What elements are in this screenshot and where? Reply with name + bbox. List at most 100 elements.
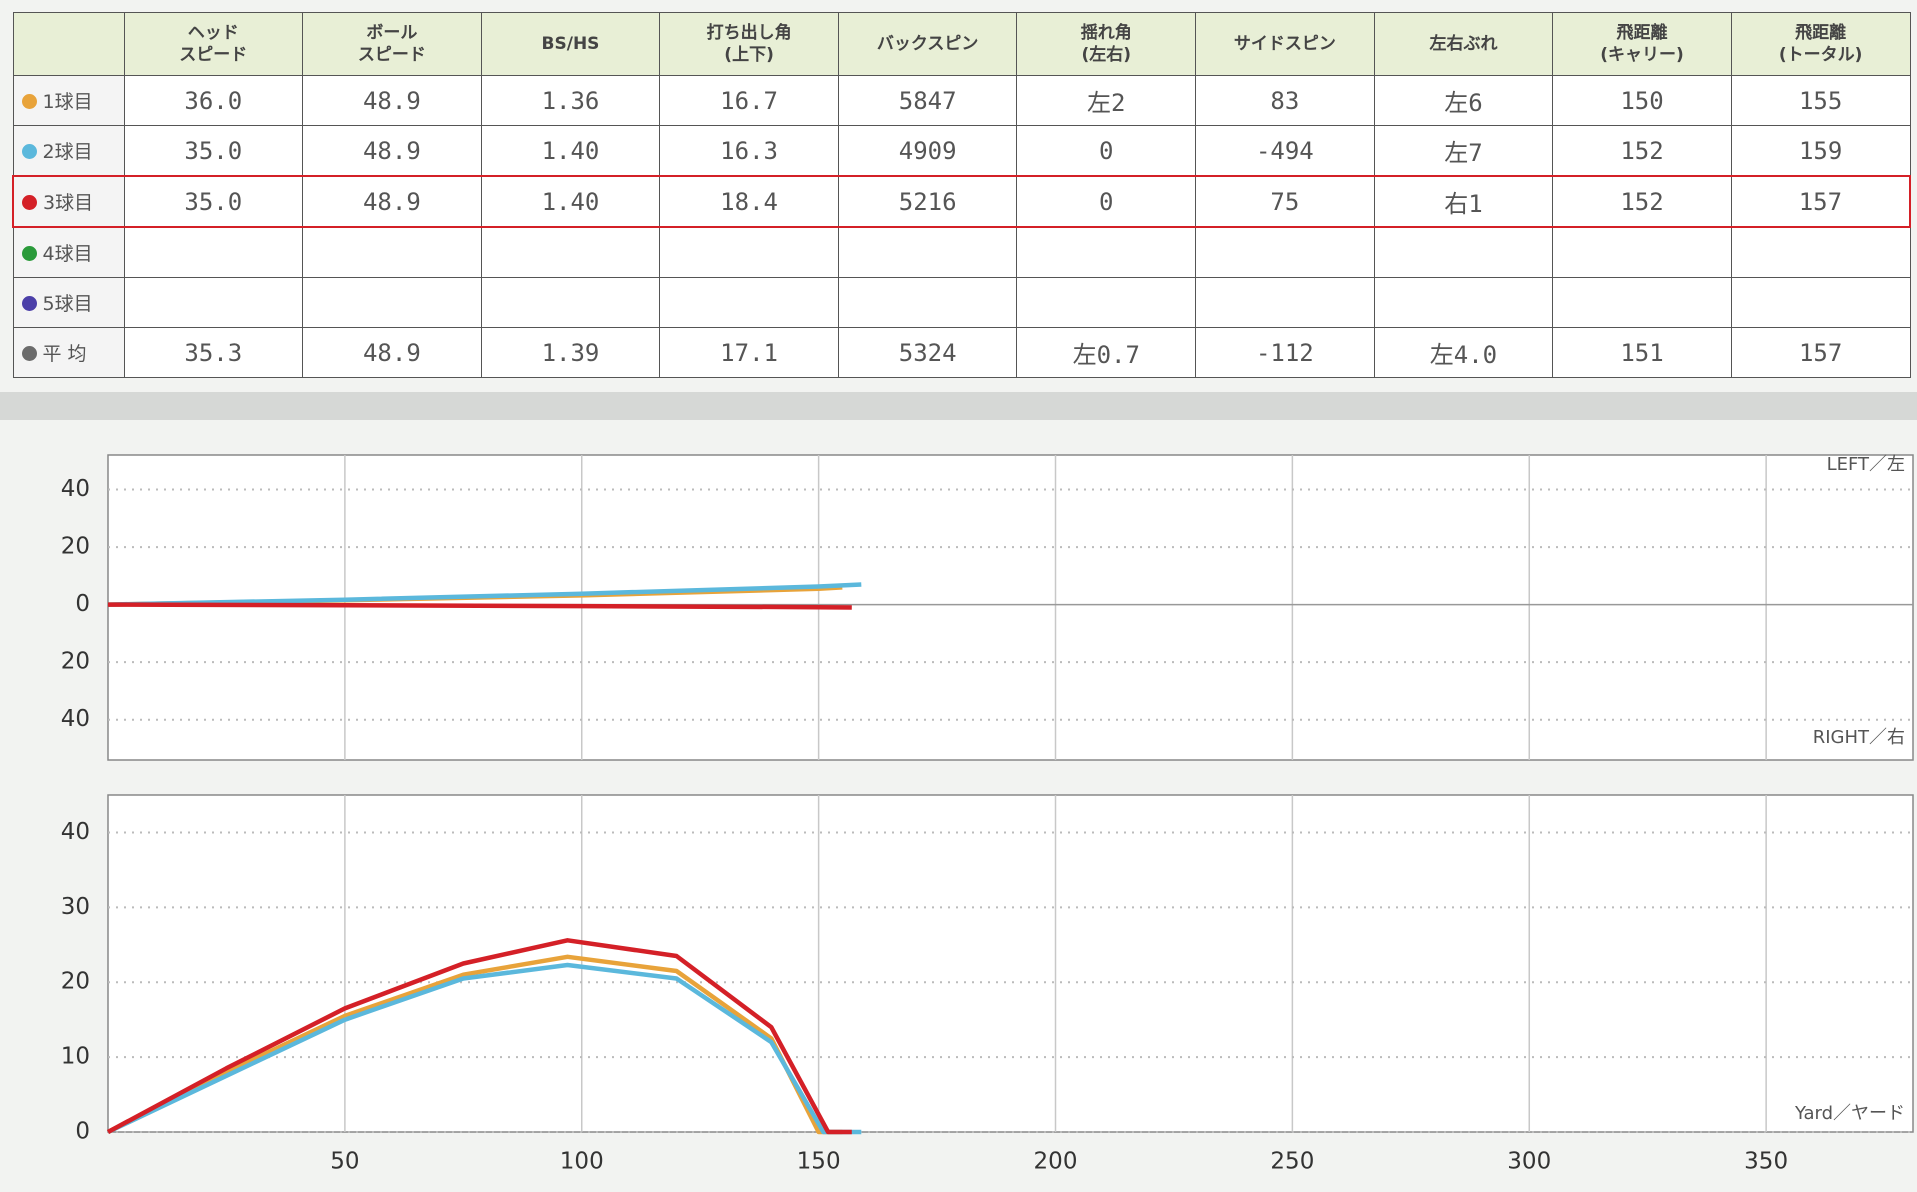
annotation: LEFT／左	[1827, 454, 1905, 475]
cell	[659, 226, 839, 278]
cell: -112	[1195, 327, 1375, 378]
header-cell: ヘッド スピード	[123, 12, 304, 76]
cell	[123, 226, 304, 278]
header-cell: BS/HS	[480, 12, 661, 76]
cell: 48.9	[302, 175, 482, 228]
cell: 16.7	[659, 75, 839, 126]
header-row: ヘッド スピード ボール スピード BS/HS 打ち出し角 (上下) バックスピン 揺れ角…	[12, 12, 1911, 76]
cell	[1552, 226, 1732, 278]
cell: 左2	[1016, 75, 1197, 126]
cell	[1552, 277, 1732, 328]
cell	[1373, 277, 1554, 328]
cell: -494	[1195, 125, 1375, 177]
cell: 4909	[837, 125, 1018, 177]
cell: 35.0	[123, 175, 304, 228]
cell: 48.9	[302, 327, 482, 378]
cell	[302, 226, 482, 278]
cell: 左4.0	[1373, 327, 1554, 378]
cell: 18.4	[659, 175, 839, 228]
cell: 17.1	[659, 327, 839, 378]
cell: 1.40	[480, 125, 661, 177]
cell: 157	[1730, 327, 1911, 378]
series-line	[107, 602, 852, 610]
header-cell: バックスピン	[837, 12, 1018, 76]
cell: 83	[1195, 75, 1375, 126]
cell: 151	[1552, 327, 1732, 378]
annotation: RIGHT／右	[1813, 727, 1905, 748]
cell	[1730, 226, 1911, 278]
cell: 0	[1016, 125, 1197, 177]
cell: 1.40	[480, 175, 661, 228]
cell: 155	[1730, 75, 1911, 126]
x-tick-label: 100	[560, 1149, 604, 1175]
cell: 16.3	[659, 125, 839, 177]
y-tick-label: 20	[61, 649, 90, 675]
row: 平 均 35.3 48.9 1.39 17.1 5324 左0.7 -112 左4.0 151 15…	[12, 327, 1911, 378]
cell	[1016, 226, 1197, 278]
cell	[837, 226, 1018, 278]
y-tick-label: 40	[61, 819, 90, 845]
row: 4球目	[12, 226, 1911, 278]
x-tick-label: 350	[1744, 1149, 1788, 1175]
cell: 35.3	[123, 327, 304, 378]
row-label: 平 均	[42, 343, 87, 365]
row: 1球目 36.0 48.9 1.36 16.7 5847 左2 83 左6 150 155	[12, 75, 1911, 126]
cell	[1195, 277, 1375, 328]
y-tick-label: 30	[61, 894, 90, 920]
row-label: 2球目	[42, 141, 93, 163]
separator	[0, 392, 1917, 420]
cell	[1730, 277, 1911, 328]
dot	[21, 144, 37, 159]
cell: 1.39	[480, 327, 661, 378]
dot	[21, 94, 37, 109]
dot	[21, 346, 37, 361]
cell	[837, 277, 1018, 328]
cell	[302, 277, 482, 328]
dot	[21, 246, 37, 261]
header-cell: 打ち出し角 (上下)	[659, 12, 839, 76]
y-tick-label: 20	[61, 969, 90, 995]
row-label-cell: 3球目	[12, 175, 125, 228]
x-tick-label: 150	[797, 1149, 841, 1175]
dot	[22, 195, 37, 210]
y-tick-label: 40	[61, 706, 90, 732]
y-tick-label: 40	[61, 476, 90, 502]
cell	[659, 277, 839, 328]
cell: 5216	[837, 175, 1018, 228]
dot	[21, 296, 37, 311]
row-label: 1球目	[42, 91, 93, 113]
cell: 157	[1730, 175, 1911, 228]
series-line	[107, 962, 862, 1135]
cell: 0	[1016, 175, 1197, 228]
row-label-cell: 2球目	[12, 125, 125, 177]
cell	[1373, 226, 1554, 278]
cell: 152	[1552, 125, 1732, 177]
cell: 159	[1730, 125, 1911, 177]
row-label-cell: 5球目	[12, 277, 125, 328]
row-label: 5球目	[42, 293, 93, 315]
y-tick-label: 0	[75, 591, 90, 617]
cell: 48.9	[302, 125, 482, 177]
cell: 36.0	[123, 75, 304, 126]
cell: 左7	[1373, 125, 1554, 177]
row-label: 3球目	[43, 192, 94, 214]
y-tick-label: 10	[61, 1044, 90, 1070]
x-axis-label: Yard／ヤード	[1794, 1103, 1905, 1124]
row-label-cell: 4球目	[12, 226, 125, 278]
shot-table: ヘッド スピード ボール スピード BS/HS 打ち出し角 (上下) バックスピン 揺れ角…	[12, 12, 1911, 378]
series-line	[106, 938, 852, 1135]
cell: 1.36	[480, 75, 661, 126]
cell: 左6	[1373, 75, 1554, 126]
cell: 152	[1552, 175, 1732, 228]
cell: 左0.7	[1016, 327, 1197, 378]
header-cell: 左右ぶれ	[1373, 12, 1554, 76]
header-cell: サイドスピン	[1195, 12, 1375, 76]
cell: 右1	[1373, 175, 1554, 228]
y-tick-label: 20	[61, 534, 90, 560]
cell: 48.9	[302, 75, 482, 126]
row-label-cell: 1球目	[12, 75, 125, 126]
row-label: 4球目	[42, 243, 93, 265]
cell: 5324	[837, 327, 1018, 378]
y-tick-label: 0	[75, 1119, 90, 1145]
